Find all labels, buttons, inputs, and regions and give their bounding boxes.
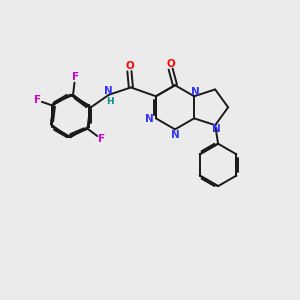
Text: F: F bbox=[34, 95, 41, 105]
Text: F: F bbox=[98, 134, 105, 144]
Text: N: N bbox=[191, 87, 200, 98]
Text: F: F bbox=[72, 72, 79, 82]
Text: N: N bbox=[171, 130, 179, 140]
Text: H: H bbox=[106, 97, 114, 106]
Text: N: N bbox=[212, 124, 221, 134]
Text: O: O bbox=[125, 61, 134, 71]
Text: N: N bbox=[145, 114, 154, 124]
Text: O: O bbox=[166, 59, 175, 69]
Text: N: N bbox=[104, 86, 113, 96]
